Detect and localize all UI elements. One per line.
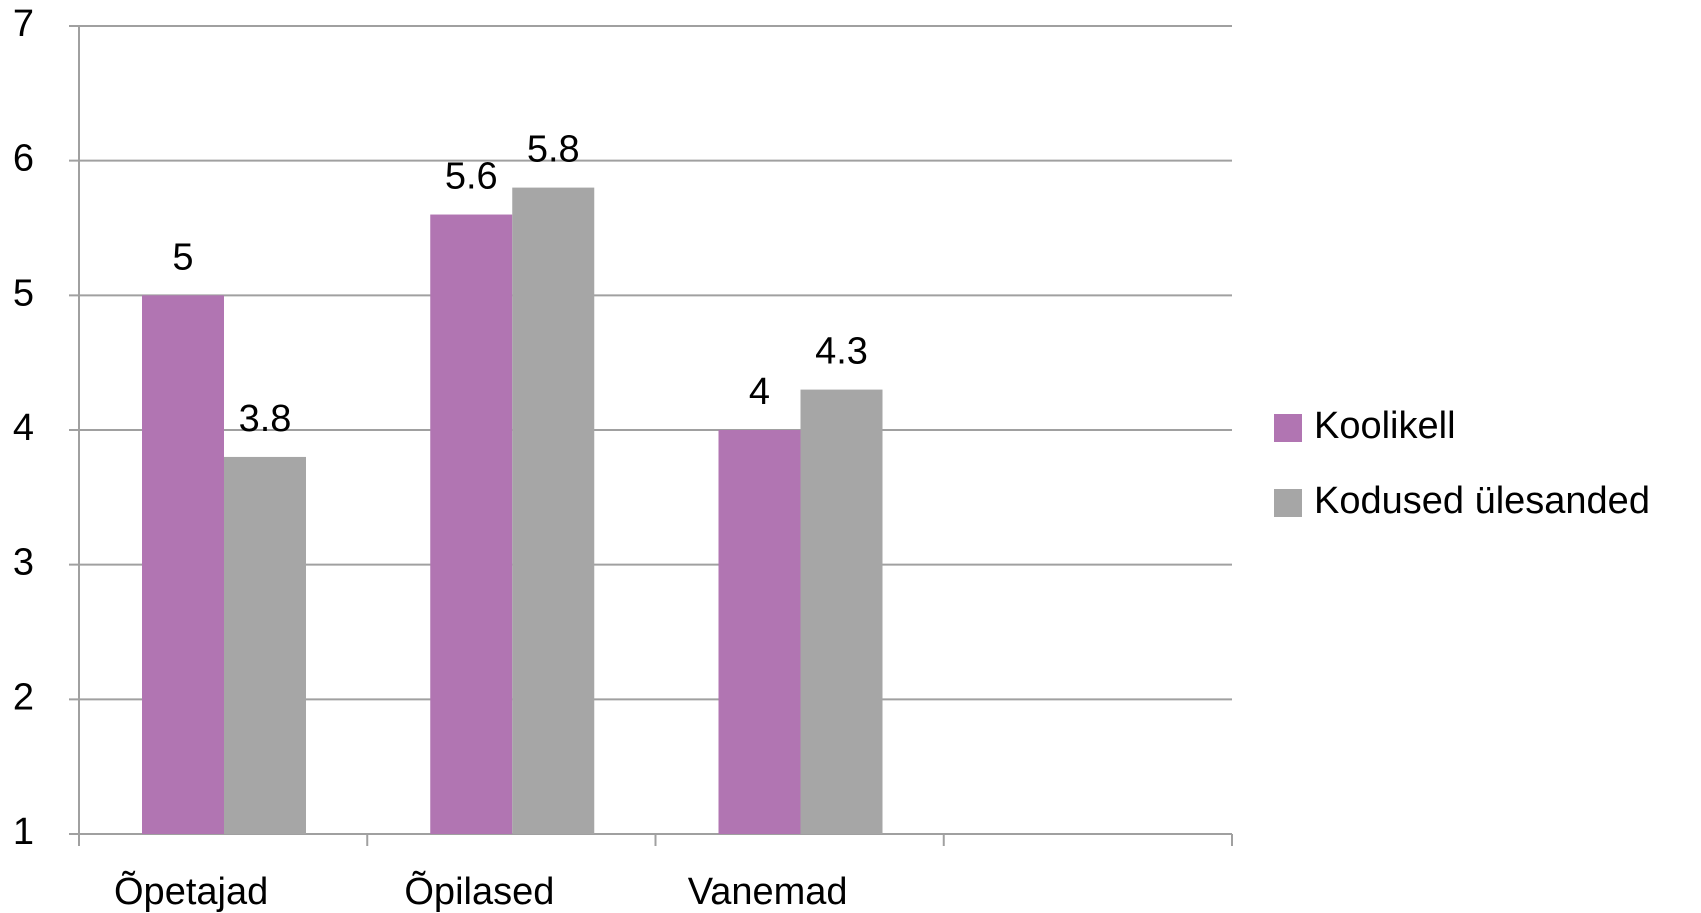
legend-swatch [1274, 414, 1302, 442]
data-label: 5.6 [445, 156, 498, 198]
legend-label: Koolikell [1314, 405, 1456, 447]
y-tick-label: 2 [13, 676, 34, 718]
x-tick-label: Õpetajad [114, 869, 268, 913]
y-tick-label: 7 [13, 3, 34, 45]
y-tick-label: 3 [13, 542, 34, 584]
data-label: 4.3 [815, 331, 868, 373]
x-tick-label: Vanemad [688, 871, 848, 913]
y-tick-label: 5 [13, 272, 34, 314]
y-tick-label: 6 [13, 138, 34, 180]
y-tick-label: 4 [13, 407, 34, 449]
data-label: 3.8 [239, 398, 292, 440]
legend-swatch [1274, 489, 1302, 517]
bar [142, 295, 224, 834]
data-label: 5 [172, 236, 193, 278]
bar [718, 430, 801, 834]
data-label: 4 [749, 371, 770, 413]
bar [430, 214, 513, 835]
x-tick-label: Õpilased [404, 869, 554, 913]
bar [224, 456, 306, 834]
bar [800, 389, 883, 834]
data-label: 5.8 [527, 129, 580, 171]
bar [512, 187, 595, 835]
legend-label: Kodused ülesanded [1314, 480, 1650, 522]
y-tick-label: 1 [13, 811, 34, 853]
